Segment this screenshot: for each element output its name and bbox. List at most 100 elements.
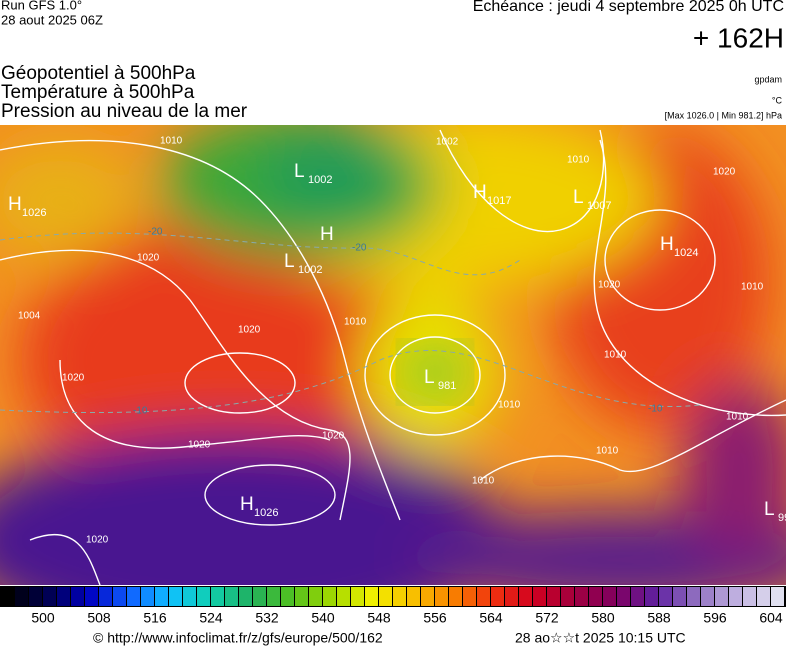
colorbar-swatch	[659, 587, 672, 606]
colorbar-tick-label: 540	[311, 610, 335, 626]
isobar-label: 1010	[726, 412, 749, 423]
colorbar-swatch	[771, 587, 784, 606]
colorbar-tick-label: 548	[367, 610, 391, 626]
colorbar-swatch	[253, 587, 266, 606]
colorbar-swatch	[519, 587, 532, 606]
colorbar-tick-label: 596	[703, 610, 727, 626]
pressure-value: 1007	[587, 200, 611, 212]
colorbar-swatch	[393, 587, 406, 606]
colorbar-tick-label: 588	[647, 610, 671, 626]
colorbar-swatch	[281, 587, 294, 606]
colorbar-swatch	[575, 587, 588, 606]
colorbar-tick-label: 556	[423, 610, 447, 626]
isobar-label: 1020	[188, 440, 211, 451]
run-date: 28 aout 2025 06Z	[1, 12, 103, 27]
temperature-label: -10	[648, 404, 663, 415]
colorbar-swatch	[435, 587, 448, 606]
isotherms	[0, 232, 701, 414]
isobar-label: 1010	[567, 155, 590, 166]
timestamp: 28 ao☆☆t 2025 10:15 UTC	[515, 630, 686, 646]
colorbar-swatch	[701, 587, 714, 606]
isobar-label: 1020	[137, 253, 160, 264]
colorbar-swatch	[323, 587, 336, 606]
isobar-label: 1010	[604, 350, 627, 361]
colorbar-swatch	[337, 587, 350, 606]
isobar-label: 1010	[498, 400, 521, 411]
isobar-label: 1020	[238, 325, 261, 336]
field-name: Pression au niveau de la mer	[1, 101, 248, 122]
colorbar-swatch	[113, 587, 126, 606]
map-field	[0, 125, 786, 585]
colorbar-swatch	[533, 587, 546, 606]
pressure-center: L	[294, 161, 305, 182]
colorbar-tick-label: 524	[199, 610, 223, 626]
pressure-center: H	[8, 194, 22, 215]
pressure-center: L	[284, 251, 295, 272]
pressure-center: H	[660, 234, 674, 255]
colorbar-tick-label: 604	[759, 610, 783, 626]
colorbar-swatch	[603, 587, 616, 606]
colorbar-swatch	[687, 587, 700, 606]
colorbar-tick-label: 572	[535, 610, 559, 626]
lead-time: + 162H	[693, 22, 784, 53]
colorbar-swatch	[407, 587, 420, 606]
colorbar-swatch	[673, 587, 686, 606]
pressure-value: 1002	[308, 174, 332, 186]
colorbar-swatch	[351, 587, 364, 606]
pressure-value: 1024	[674, 247, 698, 259]
colorbar-tick-label: 508	[87, 610, 111, 626]
isobar-label: 1010	[472, 476, 495, 487]
colorbar-tick-label: 580	[591, 610, 615, 626]
isobar-label: 1010	[160, 136, 183, 147]
colorbar-swatch	[295, 587, 308, 606]
colorbar-swatch	[645, 587, 658, 606]
colorbar-swatch	[365, 587, 378, 606]
isobar-label: 1010	[344, 317, 367, 328]
colorbar-swatch	[169, 587, 182, 606]
colorbar-swatch	[421, 587, 434, 606]
isobar-label: 1020	[86, 535, 109, 546]
run: Run GFS 1.0°	[1, 0, 82, 12]
temperature-label: -20	[148, 227, 163, 238]
colorbar-swatch	[15, 587, 28, 606]
colorbar-swatch	[29, 587, 42, 606]
pressure-value: 99	[778, 512, 786, 524]
colorbar-swatch	[631, 587, 644, 606]
colorbar-swatch	[757, 587, 770, 606]
pressure-value: 1002	[298, 264, 322, 276]
colorbar-swatch	[715, 587, 728, 606]
colorbar-swatch	[477, 587, 490, 606]
colorbar-swatch	[491, 587, 504, 606]
colorbar-swatch	[71, 587, 84, 606]
colorbar-swatch	[267, 587, 280, 606]
colorbar-swatch	[99, 587, 112, 606]
pressure-center: L	[764, 499, 775, 520]
colorbar-swatch	[1, 587, 14, 606]
source: © http://www.infoclimat.fr/z/gfs/europe/…	[93, 630, 383, 646]
isobar-label: 1020	[62, 373, 85, 384]
colorbar-swatch	[197, 587, 210, 606]
unit: gpdam	[754, 74, 782, 84]
colorbar-swatch	[379, 587, 392, 606]
isobar-label: 1020	[598, 280, 621, 291]
isobars	[0, 129, 786, 585]
isobar-label: 1020	[713, 167, 736, 178]
colorbar-swatch	[57, 587, 70, 606]
pressure-value: 981	[438, 380, 456, 392]
pressure-center: H	[473, 182, 487, 203]
colorbar-swatch	[589, 587, 602, 606]
colorbar-swatch	[617, 587, 630, 606]
colorbar-swatch	[239, 587, 252, 606]
isobar-label: 1020	[322, 431, 345, 442]
pressure-value: 1026	[22, 207, 46, 219]
colorbar-swatch	[85, 587, 98, 606]
colorbar-tick-label: 532	[255, 610, 279, 626]
isobar-label: 1004	[18, 311, 41, 322]
isobar-label: 1002	[436, 137, 459, 148]
colorbar-swatch	[505, 587, 518, 606]
colorbar-swatch	[43, 587, 56, 606]
colorbar-swatch	[463, 587, 476, 606]
colorbar-swatch	[743, 587, 756, 606]
